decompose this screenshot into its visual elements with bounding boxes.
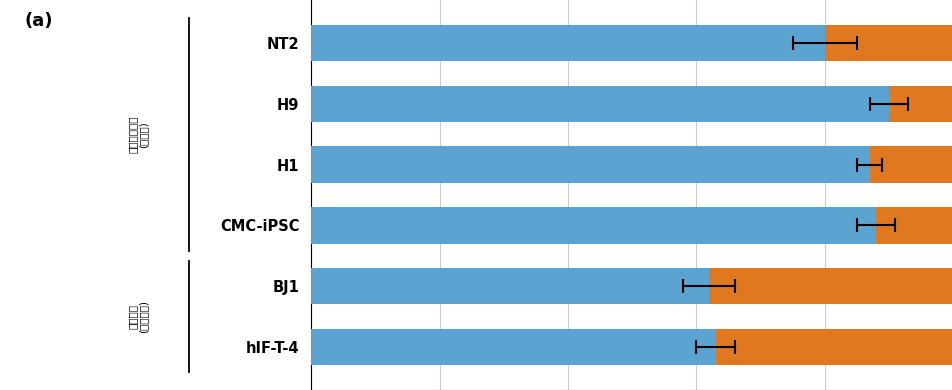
Bar [823,25,952,62]
Bar [868,146,952,183]
Text: 성체세포
(저원세포): 성체세포 (저원세포) [127,300,149,333]
Bar [888,86,952,122]
Bar [311,207,875,244]
Bar [875,207,952,244]
Text: (a): (a) [25,12,53,30]
Bar [708,268,952,304]
Bar [311,268,708,304]
Text: 전분화기세포
(연수형): 전분화기세포 (연수형) [127,115,149,153]
Bar [311,146,868,183]
Bar [311,86,888,122]
Bar [311,25,823,62]
Bar [311,328,715,365]
Bar [715,328,952,365]
